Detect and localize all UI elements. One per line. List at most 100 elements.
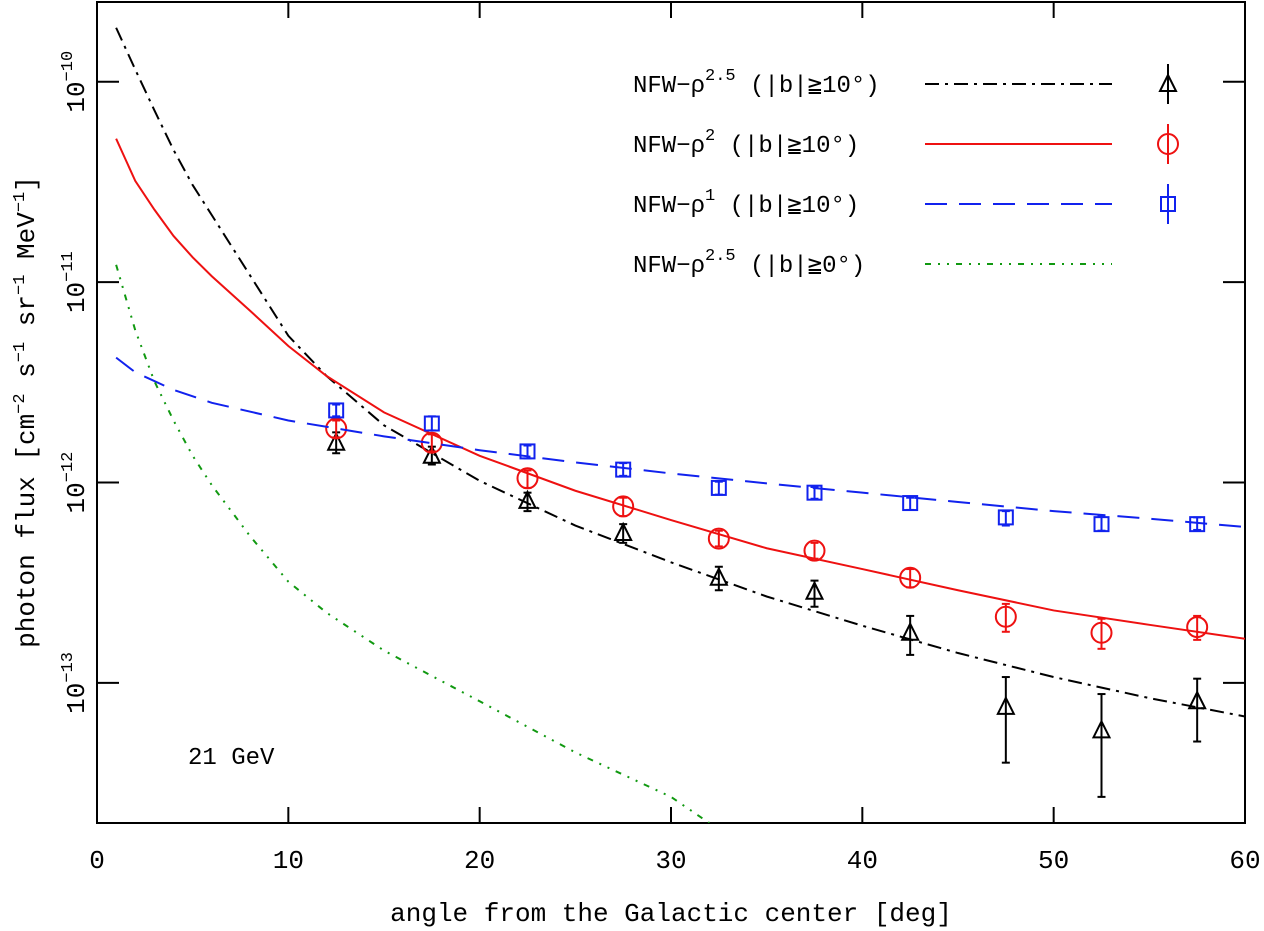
data-point: [422, 444, 442, 464]
y-tick-exponent: −10: [59, 51, 78, 82]
data-point: [709, 566, 729, 586]
legend-label: NFW−ρ2.5 (|b|≧10°): [633, 67, 880, 100]
y-axis-label-part: sr: [12, 295, 42, 342]
legend-name: NFW−ρ: [633, 253, 705, 280]
y-tick-base: 10: [62, 683, 92, 714]
y-tick-label: 10−11: [59, 251, 92, 313]
model-curve: [115, 27, 1245, 718]
error-bar: [810, 541, 819, 560]
y-axis-label: photon flux [cm−2 s−1 sr−1 MeV−1]: [11, 176, 42, 648]
data-point: [423, 415, 440, 432]
legend-suffix: (|b|≧10°): [715, 133, 859, 160]
y-axis-label-exponent: −1: [11, 342, 30, 362]
data-point: [1186, 616, 1209, 639]
legend-suffix: (|b|≧0°): [736, 253, 866, 280]
data-point: [996, 695, 1016, 715]
data-point: [899, 566, 922, 589]
y-tick-base: 10: [62, 282, 92, 313]
legend-name: NFW−ρ: [633, 193, 705, 220]
legend-name: NFW−ρ: [633, 133, 705, 160]
y-axis-label-part: ]: [12, 176, 42, 192]
error-bar: [332, 419, 341, 439]
data-point: [613, 521, 633, 541]
y-axis-label-exponent: −2: [11, 393, 30, 413]
model-curve: [115, 138, 1245, 640]
legend-suffix: (|b|≧10°): [715, 193, 859, 220]
legend-label: NFW−ρ1 (|b|≧10°): [633, 187, 859, 220]
y-axis-label-exponent: −1: [11, 275, 30, 295]
y-tick-exponent: −12: [59, 452, 78, 483]
y-tick-exponent: −11: [59, 251, 78, 282]
y-tick-base: 10: [62, 482, 92, 513]
legend-exponent: 2.5: [705, 247, 736, 266]
data-point: [325, 417, 348, 440]
error-bar: [906, 496, 915, 511]
model-curve: [115, 356, 1245, 528]
data-point: [710, 479, 727, 496]
data-point: [615, 461, 632, 478]
x-tick-label: 40: [847, 846, 878, 876]
error-bar: [1193, 677, 1202, 743]
data-point: [517, 489, 538, 509]
plot-area: [115, 27, 1245, 823]
legend-marker: [1160, 196, 1176, 212]
y-tick-base: 10: [62, 81, 92, 112]
data-point: [1091, 719, 1112, 739]
x-tick-label: 10: [273, 846, 304, 876]
data-point: [804, 580, 825, 600]
x-tick-label: 50: [1038, 846, 1069, 876]
x-tick-label: 30: [655, 846, 686, 876]
data-point: [1187, 690, 1207, 710]
data-point: [1090, 621, 1113, 644]
data-point: [997, 509, 1014, 526]
error-bar: [1097, 693, 1106, 798]
legend-exponent: 2.5: [705, 67, 736, 86]
plot-frame: [96, 1, 1246, 824]
error-bar: [1193, 614, 1202, 641]
y-tick-label: 10−13: [59, 652, 92, 714]
legend-label: NFW−ρ2 (|b|≧10°): [633, 127, 859, 160]
x-tick-label: 0: [89, 846, 105, 876]
error-bar: [619, 462, 628, 477]
legend-exponent: 1: [705, 187, 715, 206]
x-tick-label: 60: [1229, 846, 1260, 876]
y-tick-label: 10−10: [59, 51, 92, 113]
data-point: [803, 539, 826, 562]
legend-name: NFW−ρ: [633, 73, 705, 100]
error-bar: [332, 403, 341, 418]
annotation: 21 GeV: [188, 745, 275, 772]
data-point: [707, 527, 730, 550]
data-point: [328, 402, 345, 419]
legend-exponent: 2: [705, 127, 715, 146]
data-point: [519, 443, 536, 460]
legend-label: NFW−ρ2.5 (|b|≧0°): [633, 247, 865, 280]
x-axis-label: angle from the Galactic center [deg]: [390, 899, 952, 929]
y-tick-exponent: −13: [59, 652, 78, 683]
error-bar: [714, 529, 723, 548]
data-point: [806, 484, 823, 501]
error-bar: [1097, 617, 1106, 650]
data-point: [900, 621, 920, 641]
error-bar: [1097, 515, 1106, 532]
error-bar: [427, 415, 436, 432]
y-axis-label-exponent: −1: [11, 192, 30, 212]
y-axis-label-part: MeV: [12, 212, 42, 275]
model-curve: [115, 264, 710, 823]
data-point: [1093, 516, 1110, 533]
data-point: [1189, 516, 1206, 533]
x-tick-label: 20: [464, 846, 495, 876]
data-point: [612, 495, 635, 518]
legend-marker: [1157, 133, 1179, 155]
data-point: [902, 495, 919, 512]
legend-suffix: (|b|≧10°): [736, 73, 880, 100]
legend-marker: [1158, 72, 1178, 92]
error-bar: [714, 480, 723, 496]
y-axis-label-part: s: [12, 362, 42, 393]
data-point: [516, 467, 539, 490]
y-axis-label-part: photon flux [cm: [12, 414, 42, 648]
data-point: [994, 605, 1017, 628]
y-tick-label: 10−12: [59, 452, 92, 514]
error-bar: [1001, 676, 1010, 764]
data-point: [326, 431, 346, 451]
